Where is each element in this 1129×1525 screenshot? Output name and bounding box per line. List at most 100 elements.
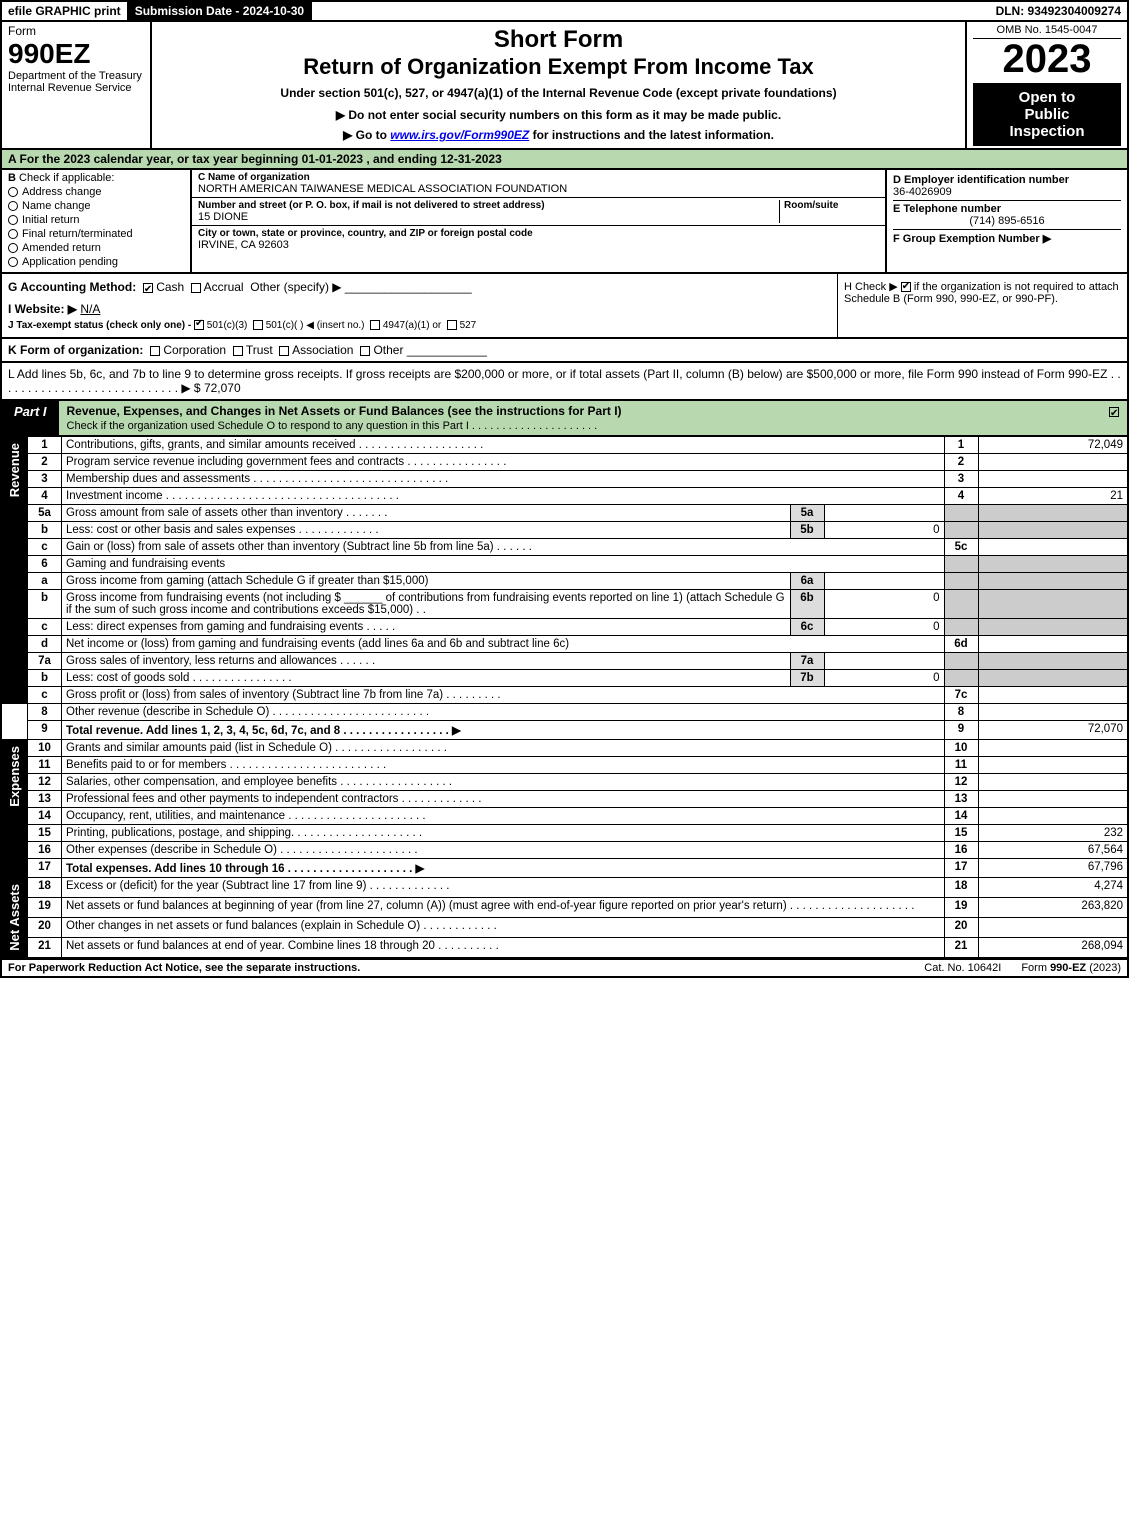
part1-header: Part I Revenue, Expenses, and Changes in…	[0, 399, 1129, 435]
l6a-mini: 6a	[790, 573, 824, 590]
chk-address-change[interactable]: Address change	[8, 186, 184, 198]
chk-4947[interactable]	[370, 320, 380, 330]
street-value: 15 DIONE	[198, 211, 779, 223]
line-8: 8 Other revenue (describe in Schedule O)…	[1, 704, 1128, 721]
l9-col: 9	[944, 721, 978, 740]
line-11: 11 Benefits paid to or for members . . .…	[1, 757, 1128, 774]
row-l-gross-receipts: L Add lines 5b, 6c, and 7b to line 9 to …	[0, 361, 1129, 399]
l2-val	[978, 454, 1128, 471]
line-9: 9 Total revenue. Add lines 1, 2, 3, 4, 5…	[1, 721, 1128, 740]
l12-col: 12	[944, 774, 978, 791]
l6b-mv: 0	[824, 590, 944, 619]
l21-num: 21	[28, 937, 62, 957]
l12-desc: Salaries, other compensation, and employ…	[62, 774, 945, 791]
l6c-mini: 6c	[790, 619, 824, 636]
l9-num: 9	[28, 721, 62, 740]
l6b-desc: Gross income from fundraising events (no…	[62, 590, 791, 619]
line-15: 15 Printing, publications, postage, and …	[1, 825, 1128, 842]
l3-col: 3	[944, 471, 978, 488]
l4-col: 4	[944, 488, 978, 505]
chk-initial-return[interactable]: Initial return	[8, 214, 184, 226]
chk-corporation[interactable]	[150, 346, 160, 356]
j-tax-exempt: J Tax-exempt status (check only one) - 5…	[8, 320, 831, 331]
part1-checkbox[interactable]	[1101, 401, 1127, 435]
part1-title: Revenue, Expenses, and Changes in Net As…	[67, 404, 622, 418]
under-section: Under section 501(c), 527, or 4947(a)(1)…	[158, 86, 959, 100]
l12-val	[978, 774, 1128, 791]
chk-name-change[interactable]: Name change	[8, 200, 184, 212]
part1-table: Revenue 1 Contributions, gifts, grants, …	[0, 435, 1129, 958]
l20-desc: Other changes in net assets or fund bala…	[62, 917, 945, 937]
i-website-label: I Website: ▶	[8, 302, 77, 316]
efile-print-label: efile GRAPHIC print	[2, 2, 129, 20]
irs-link[interactable]: www.irs.gov/Form990EZ	[390, 128, 529, 142]
chk-527[interactable]	[447, 320, 457, 330]
tax-year: 2023	[973, 39, 1121, 79]
l16-val: 67,564	[978, 842, 1128, 859]
l7b-mv: 0	[824, 670, 944, 687]
l6-desc: Gaming and fundraising events	[62, 556, 945, 573]
link-pre: ▶ Go to	[343, 128, 390, 142]
line-6: 6 Gaming and fundraising events	[1, 556, 1128, 573]
l5b-desc: Less: cost or other basis and sales expe…	[62, 522, 791, 539]
open-line1: Open to	[977, 89, 1117, 106]
chk-association[interactable]	[279, 346, 289, 356]
l7a-desc: Gross sales of inventory, less returns a…	[62, 653, 791, 670]
chk-cash[interactable]	[143, 283, 153, 293]
city-value: IRVINE, CA 92603	[198, 239, 879, 251]
chk-trust[interactable]	[233, 346, 243, 356]
l8-desc: Other revenue (describe in Schedule O) .…	[62, 704, 945, 721]
l5a-num: 5a	[28, 505, 62, 522]
other-specify: Other (specify) ▶	[250, 280, 341, 294]
l11-num: 11	[28, 757, 62, 774]
line-4: 4 Investment income . . . . . . . . . . …	[1, 488, 1128, 505]
line-14: 14 Occupancy, rent, utilities, and maint…	[1, 808, 1128, 825]
l4-desc: Investment income . . . . . . . . . . . …	[62, 488, 945, 505]
ein-value: 36-4026909	[893, 186, 1121, 198]
d-ein-label: D Employer identification number	[893, 174, 1121, 186]
row-a-calendar-year: A For the 2023 calendar year, or tax yea…	[0, 148, 1129, 168]
l4-num: 4	[28, 488, 62, 505]
chk-501c3[interactable]	[194, 320, 204, 330]
chk-cash-label: Cash	[156, 280, 184, 294]
l6c-val-shade	[978, 619, 1128, 636]
l7b-val-shade	[978, 670, 1128, 687]
chk-527-label: 527	[460, 320, 477, 331]
l5a-col-shade	[944, 505, 978, 522]
l14-col: 14	[944, 808, 978, 825]
header-left: Form 990EZ Department of the Treasury In…	[2, 22, 152, 148]
f-group-exemption-label: F Group Exemption Number ▶	[893, 232, 1121, 245]
chk-501c[interactable]	[253, 320, 263, 330]
line-18: Net Assets 18 Excess or (deficit) for th…	[1, 878, 1128, 898]
l9-val: 72,070	[978, 721, 1128, 740]
l14-val	[978, 808, 1128, 825]
chk-amended-return[interactable]: Amended return	[8, 242, 184, 254]
l11-desc: Benefits paid to or for members . . . . …	[62, 757, 945, 774]
col-d-identifiers: D Employer identification number 36-4026…	[887, 170, 1127, 272]
chk-trust-label: Trust	[246, 343, 273, 357]
chk-final-return[interactable]: Final return/terminated	[8, 228, 184, 240]
chk-other-org[interactable]	[360, 346, 370, 356]
l7b-num: b	[28, 670, 62, 687]
chk-corporation-label: Corporation	[163, 343, 226, 357]
l19-val: 263,820	[978, 897, 1128, 917]
l5a-val-shade	[978, 505, 1128, 522]
chk-application-pending[interactable]: Application pending	[8, 256, 184, 268]
l13-val	[978, 791, 1128, 808]
form-number: 990EZ	[8, 38, 144, 70]
l17-val: 67,796	[978, 859, 1128, 878]
line-1: Revenue 1 Contributions, gifts, grants, …	[1, 436, 1128, 454]
l21-desc: Net assets or fund balances at end of ye…	[62, 937, 945, 957]
l18-desc: Excess or (deficit) for the year (Subtra…	[62, 878, 945, 898]
l18-num: 18	[28, 878, 62, 898]
l6b-mini: 6b	[790, 590, 824, 619]
l16-desc: Other expenses (describe in Schedule O) …	[62, 842, 945, 859]
info-block: B Check if applicable: Address change Na…	[0, 168, 1129, 272]
chk-h[interactable]	[901, 282, 911, 292]
l5c-desc: Gain or (loss) from sale of assets other…	[62, 539, 945, 556]
chk-accrual[interactable]	[191, 283, 201, 293]
expenses-side-label: Expenses	[1, 740, 28, 878]
line-6d: d Net income or (loss) from gaming and f…	[1, 636, 1128, 653]
l15-num: 15	[28, 825, 62, 842]
chk-application-pending-label: Application pending	[22, 256, 118, 268]
